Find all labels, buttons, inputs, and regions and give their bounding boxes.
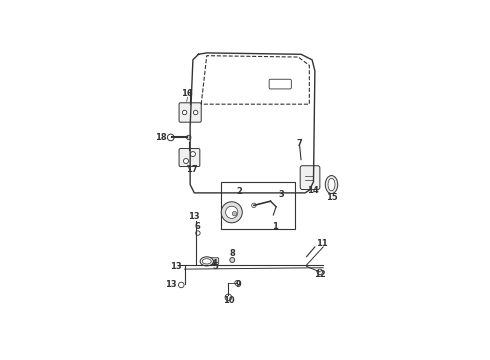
Text: 12: 12 (314, 270, 326, 279)
Circle shape (194, 110, 198, 115)
Text: 4: 4 (212, 258, 218, 267)
Ellipse shape (328, 178, 335, 191)
Text: 13: 13 (189, 212, 200, 221)
FancyBboxPatch shape (269, 79, 292, 89)
Circle shape (168, 134, 174, 141)
FancyBboxPatch shape (210, 258, 219, 264)
Text: 16: 16 (181, 89, 193, 98)
Ellipse shape (202, 259, 211, 264)
Text: 13: 13 (165, 280, 176, 289)
Text: 17: 17 (186, 165, 197, 174)
Circle shape (178, 282, 184, 288)
FancyBboxPatch shape (179, 149, 200, 167)
Text: 7: 7 (297, 139, 303, 148)
Ellipse shape (325, 176, 338, 194)
Ellipse shape (200, 257, 214, 266)
Circle shape (225, 294, 232, 301)
FancyBboxPatch shape (300, 166, 320, 190)
Circle shape (317, 269, 322, 275)
Text: 3: 3 (278, 190, 284, 199)
FancyBboxPatch shape (179, 103, 201, 122)
Text: 15: 15 (326, 193, 338, 202)
Text: 9: 9 (236, 280, 242, 289)
Text: 11: 11 (316, 239, 328, 248)
Circle shape (187, 135, 191, 140)
Circle shape (221, 202, 242, 223)
Text: 10: 10 (222, 296, 234, 305)
Circle shape (182, 110, 187, 115)
FancyBboxPatch shape (220, 182, 295, 229)
Circle shape (235, 280, 240, 285)
Text: 8: 8 (229, 249, 235, 258)
Circle shape (183, 158, 189, 163)
Text: 13: 13 (170, 262, 181, 271)
Text: 14: 14 (307, 186, 318, 195)
Circle shape (196, 231, 200, 235)
Text: 18: 18 (155, 133, 167, 142)
Text: 5: 5 (213, 262, 219, 271)
Circle shape (191, 152, 196, 157)
Circle shape (232, 211, 237, 216)
Text: 1: 1 (272, 222, 278, 231)
Circle shape (230, 257, 235, 262)
Circle shape (252, 203, 256, 208)
Circle shape (225, 206, 238, 219)
Text: 6: 6 (195, 222, 201, 231)
Text: 2: 2 (236, 187, 242, 196)
